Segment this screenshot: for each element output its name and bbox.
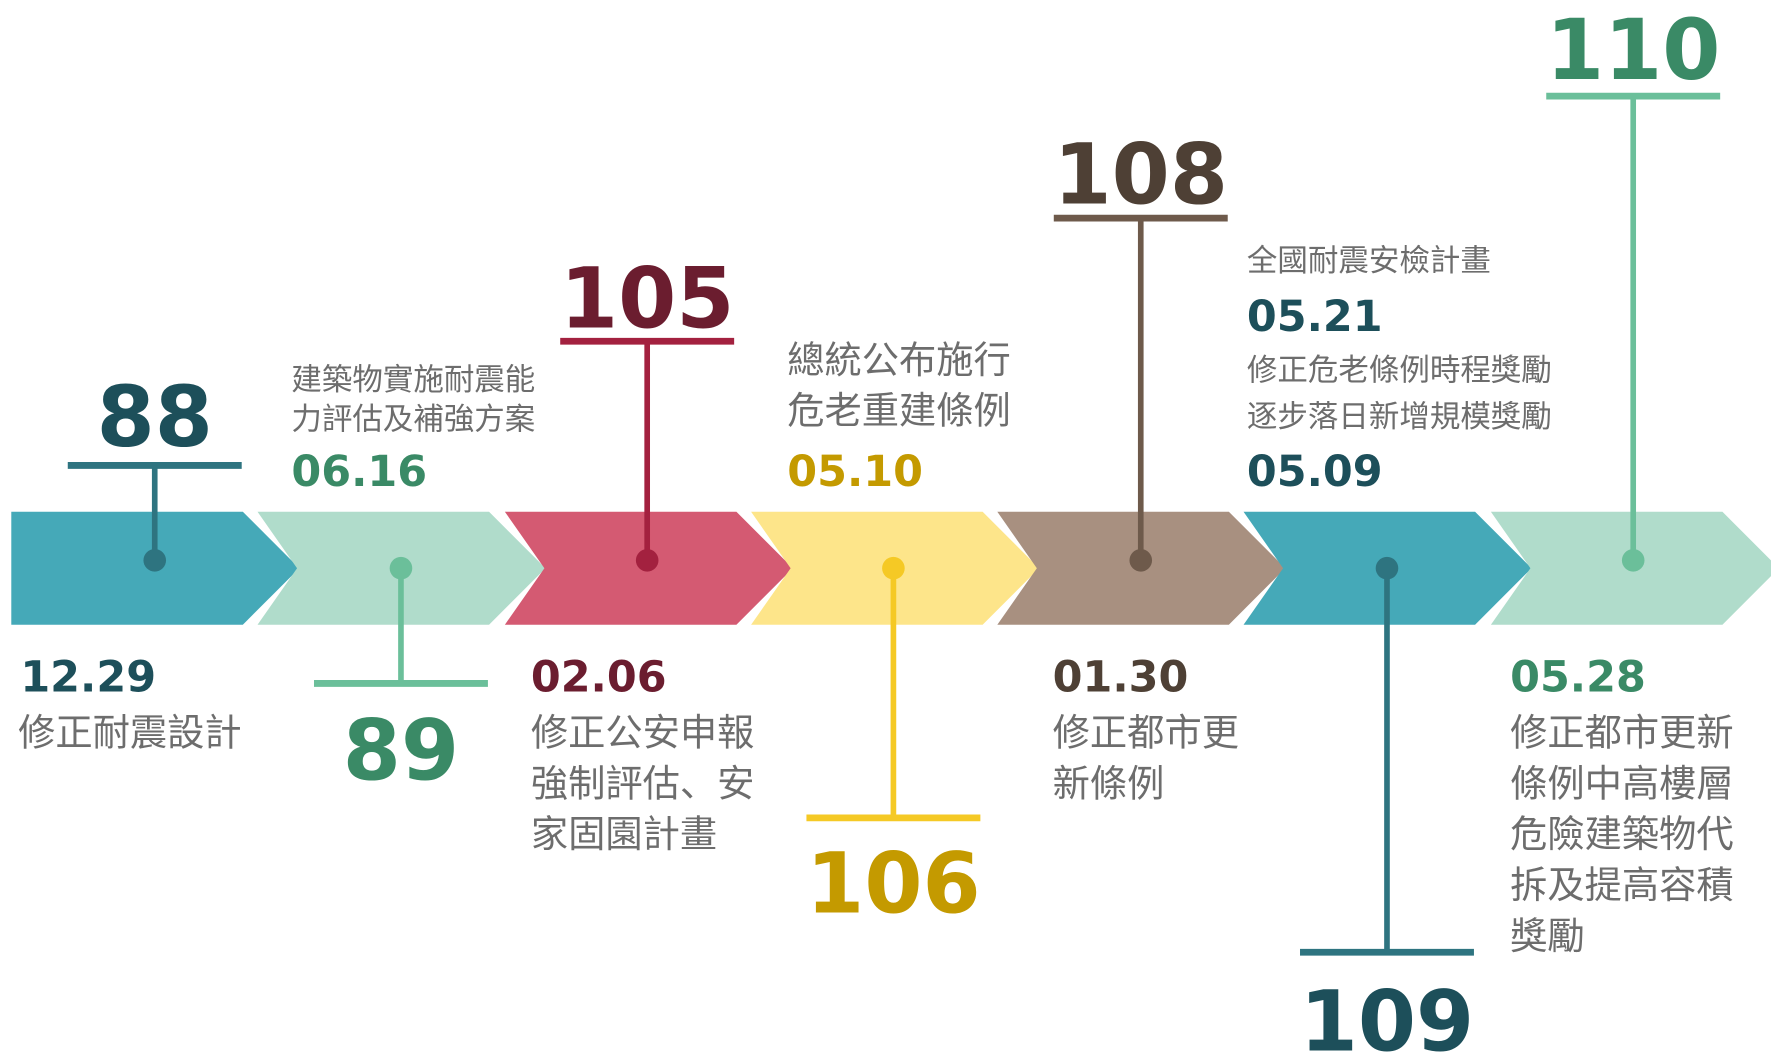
date: 05.10 [787, 447, 923, 497]
description: 修正危老條例時程獎勵 [1247, 354, 1552, 389]
year: 110 [1546, 1, 1720, 99]
description: 總統公布施行 [787, 338, 1011, 382]
date: 05.21 [1247, 292, 1383, 342]
date: 01.30 [1053, 652, 1189, 702]
date: 02.06 [531, 652, 667, 702]
description: 全國耐震安檢計畫 [1247, 244, 1491, 279]
year: 105 [560, 250, 734, 348]
description: 強制評估、安 [531, 761, 755, 805]
description: 逐步落日新增規模獎勵 [1247, 400, 1552, 435]
year: 109 [1300, 973, 1474, 1054]
date: 12.29 [20, 652, 156, 702]
description: 條例中高樓層 [1510, 761, 1734, 805]
dot [1129, 549, 1152, 572]
timeline: 88 89 105 106 108 109 110 12.29 修正耐震設計 建築物實施耐震能力評… [0, 0, 1771, 1054]
description: 修正都市更新 [1510, 711, 1734, 755]
date: 05.28 [1510, 652, 1646, 702]
dot [1376, 557, 1399, 580]
description: 危險建築物代 [1510, 812, 1734, 856]
description: 家固園計畫 [531, 812, 717, 856]
year: 106 [806, 835, 980, 933]
dot [390, 557, 413, 580]
description: 建築物實施耐震能 [291, 363, 535, 398]
date: 05.09 [1247, 447, 1383, 497]
dot [143, 549, 166, 572]
description: 修正公安申報 [531, 711, 755, 755]
year: 88 [97, 368, 213, 466]
description: 修正耐震設計 [18, 711, 242, 755]
date: 06.16 [291, 447, 427, 497]
year: 108 [1054, 125, 1228, 223]
description: 修正都市更 [1053, 711, 1239, 755]
dot [1622, 549, 1645, 572]
dot [636, 549, 659, 572]
year: 89 [343, 701, 459, 799]
description: 新條例 [1053, 761, 1165, 805]
description: 拆及提高容積 [1510, 863, 1734, 907]
description: 危老重建條例 [787, 389, 1011, 433]
description: 力評估及補強方案 [291, 402, 535, 437]
description: 獎勵 [1510, 914, 1585, 958]
dot [882, 557, 905, 580]
